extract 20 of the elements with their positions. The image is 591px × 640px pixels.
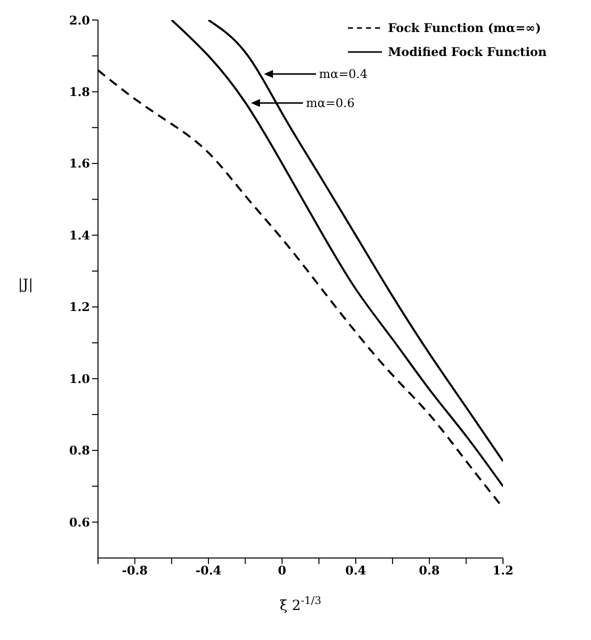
legend-label: Fock Function (mα=∞): [388, 21, 542, 35]
x-tick-label: 0.4: [345, 564, 366, 578]
y-tick-label: 2.0: [69, 13, 90, 28]
y-tick-label: 1.8: [69, 84, 90, 99]
y-tick-label: 1.6: [69, 156, 90, 171]
x-tick-label: -0.8: [122, 564, 148, 578]
annotation: mα=0.6: [306, 96, 355, 110]
x-tick-label: 0: [278, 564, 286, 578]
y-tick-label: 1.4: [69, 228, 90, 242]
x-tick-label: 1.2: [492, 564, 514, 578]
y-tick-label: 1.2: [69, 300, 90, 314]
annotation: mα=0.4: [319, 67, 368, 81]
x-axis-title: ξ 2$^{-1/3}$: [280, 595, 322, 614]
y-tick-label: 1.0: [69, 372, 90, 386]
legend-label: Modified Fock Function: [388, 45, 547, 59]
x-tick-label: 0.8: [418, 564, 440, 578]
x-tick-label: -0.4: [196, 564, 222, 578]
y-axis-title: |J|: [18, 277, 34, 293]
y-tick-label: 0.8: [69, 444, 90, 458]
y-tick-label: 0.6: [69, 515, 90, 530]
